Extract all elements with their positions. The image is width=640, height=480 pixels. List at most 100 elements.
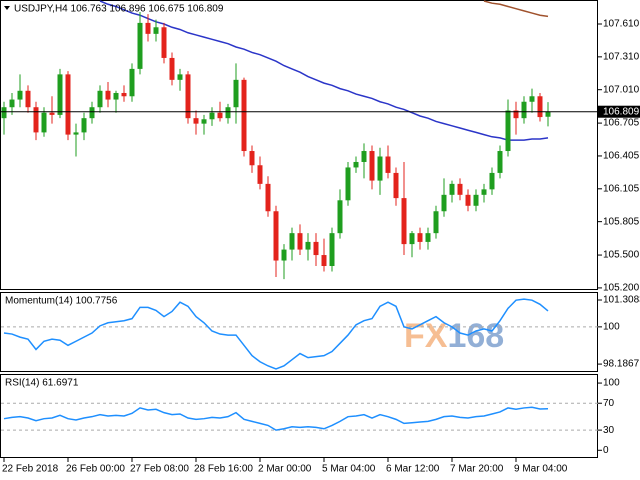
candle-body (169, 57, 175, 80)
candle-body (105, 90, 111, 100)
candle-body (329, 233, 335, 267)
y-tick-label: 70 (603, 398, 615, 409)
candle-body (129, 68, 135, 97)
candle-body (17, 90, 23, 100)
candle-body (257, 165, 263, 184)
candle-body (513, 110, 519, 119)
candle-body (113, 92, 119, 100)
candle-body (289, 233, 295, 250)
y-tick-label: 106.105 (603, 183, 640, 194)
candle-body (233, 79, 239, 108)
candle-body (57, 74, 63, 115)
panel-title: RSI(14) 61.6971 (5, 378, 79, 389)
x-tick-label: 6 Mar 12:00 (386, 464, 440, 475)
candle-body (497, 151, 503, 173)
candle-body (1, 107, 7, 119)
last-price-label: 106.809 (603, 106, 640, 117)
main-panel (0, 0, 598, 290)
candle-body (425, 233, 431, 242)
x-tick-label: 2 Mar 00:00 (258, 464, 312, 475)
candle-body (145, 22, 151, 34)
chart-title: USDJPY,H4 106.763 106.896 106.675 106.80… (14, 4, 224, 15)
candle-body (449, 183, 455, 195)
candle-body (193, 118, 199, 124)
y-tick-label: 100 (603, 378, 620, 389)
candle-body (353, 161, 359, 168)
y-tick-label: 105.200 (603, 283, 640, 294)
candle-body (177, 74, 183, 80)
indicator-line (3, 406, 549, 431)
candle-body (417, 233, 423, 242)
candle-body (209, 112, 215, 120)
panel-title: Momentum(14) 100.7756 (5, 296, 118, 307)
rsi-panel (0, 374, 598, 458)
candle-body (241, 79, 247, 152)
candle-body (41, 112, 47, 133)
candle-body (529, 96, 535, 102)
x-tick-label: 22 Feb 2018 (2, 464, 59, 475)
moving-average (483, 0, 549, 18)
candle-body (377, 156, 383, 181)
y-tick-label: 105.500 (603, 250, 640, 261)
candle-body (89, 107, 95, 119)
candle-body (137, 22, 143, 69)
y-tick-label: 107.310 (603, 51, 640, 62)
y-tick-label: 107.010 (603, 84, 640, 95)
candle-body (121, 92, 127, 97)
candle-body (457, 183, 463, 195)
candle-body (393, 172, 399, 199)
y-tick-label: 105.805 (603, 216, 640, 227)
y-tick-label: 30 (603, 425, 615, 436)
watermark: FX168 (404, 317, 504, 355)
candle-body (65, 74, 71, 135)
candle-body (265, 183, 271, 212)
candle-body (9, 99, 15, 108)
candle-body (401, 198, 407, 245)
candle-body (537, 96, 543, 118)
candle-body (153, 27, 159, 34)
candle-body (313, 241, 319, 256)
candle-body (481, 189, 487, 195)
candle-body (473, 194, 479, 206)
momentum-panel (0, 292, 598, 372)
candle-body (489, 172, 495, 190)
candle-body (441, 194, 447, 212)
candle-body (369, 151, 375, 181)
y-tick-label: 107.610 (603, 19, 640, 30)
candle-body (305, 241, 311, 250)
candle-body (33, 107, 39, 133)
x-tick-label: 26 Feb 00:00 (66, 464, 125, 475)
candle-body (297, 233, 303, 250)
candle-body (361, 151, 367, 162)
x-tick-label: 28 Feb 16:00 (194, 464, 253, 475)
candle-body (321, 255, 327, 267)
y-tick-label: 106.705 (603, 118, 640, 129)
candle-body (49, 112, 55, 115)
y-tick-label: 100 (603, 322, 620, 333)
candle-body (385, 156, 391, 173)
menu-arrow (4, 6, 10, 10)
candle-body (25, 90, 31, 108)
y-tick-label: 101.3083 (603, 295, 640, 306)
x-tick-label: 5 Mar 04:00 (322, 464, 376, 475)
candle-body (545, 111, 551, 117)
watermark-part: FX (404, 317, 448, 355)
x-tick-label: 7 Mar 20:00 (450, 464, 504, 475)
candle-body (81, 118, 87, 133)
candle-body (97, 90, 103, 108)
candle-body (465, 194, 471, 206)
candle-body (345, 167, 351, 201)
x-tick-label: 27 Feb 08:00 (130, 464, 189, 475)
candle-body (185, 74, 191, 119)
candle-body (505, 110, 511, 152)
candle-body (249, 151, 255, 166)
y-tick-label: 98.1867 (603, 359, 640, 370)
candle-body (281, 249, 287, 261)
watermark-part: 168 (447, 317, 504, 355)
candle-body (201, 119, 207, 124)
moving-average (99, 0, 549, 141)
y-tick-label: 0 (603, 445, 609, 456)
candle-body (73, 132, 79, 135)
